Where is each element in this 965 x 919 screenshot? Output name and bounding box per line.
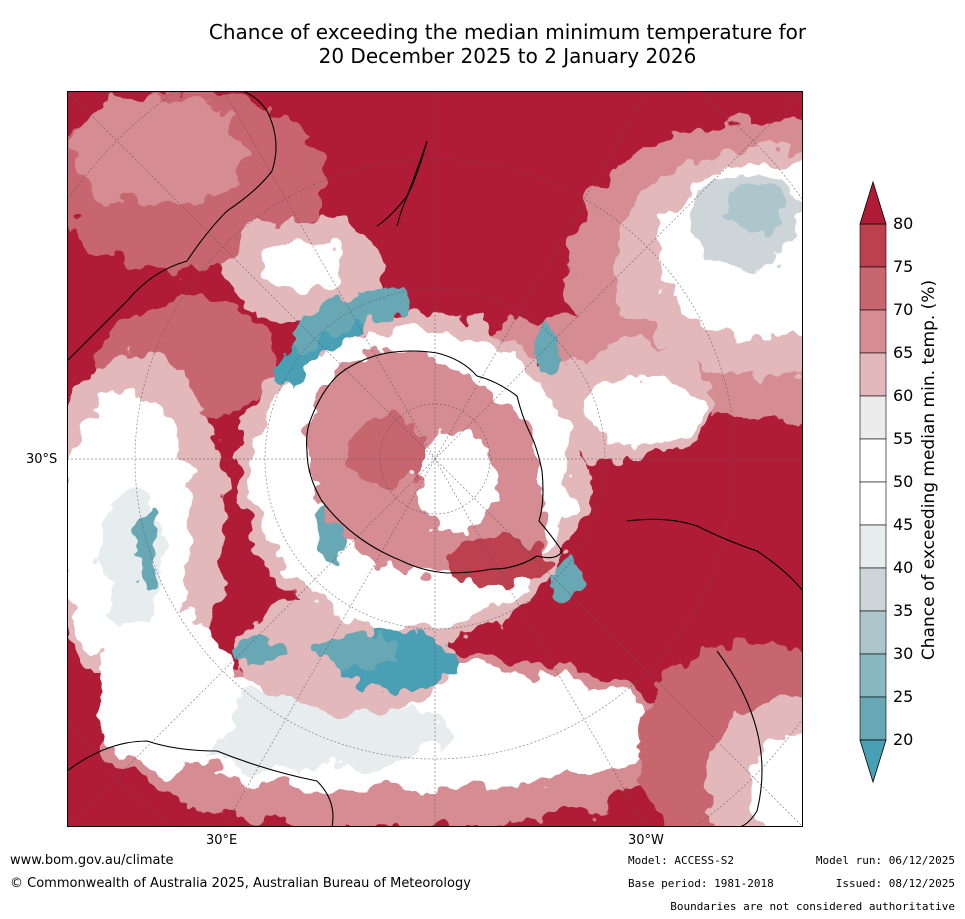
antarctica-coast [306, 350, 563, 574]
blue-patch-south-2 [317, 633, 397, 669]
east-arm-50 [587, 376, 707, 446]
colorbar-cell [859, 438, 887, 483]
nw-field-65 [67, 96, 247, 206]
colorbar-under-arrow [859, 739, 887, 784]
colorbar-tick-label: 70 [893, 300, 914, 319]
colorbar [859, 180, 887, 784]
footer-issued: Issued: 08/12/2025 [835, 877, 955, 890]
map-panel[interactable] [67, 91, 803, 827]
blue-patch-west [135, 511, 159, 591]
map-svg [67, 91, 803, 827]
lat-label-30s: 30°S [26, 452, 58, 467]
new-zealand-coast [376, 140, 428, 227]
colorbar-tick-label: 60 [893, 386, 914, 405]
footer-disclaimer: Boundaries are not considered authoritat… [670, 900, 955, 913]
blue-patch-east [535, 326, 559, 376]
antarctica-70 [347, 416, 427, 486]
map-title: Chance of exceeding the median minimum t… [60, 20, 955, 68]
south-america-coast-1 [626, 518, 803, 592]
meridian-30w [223, 91, 647, 827]
footer-model-run: Model run: 06/12/2025 [815, 854, 955, 867]
colorbar-tick-label: 35 [893, 601, 914, 620]
blue-patch-sw [232, 637, 282, 665]
australia-coast [67, 91, 277, 362]
graticule [67, 91, 803, 827]
colorbar-tick-label: 65 [893, 343, 914, 362]
footer-url[interactable]: www.bom.gov.au/climate [10, 853, 174, 868]
colorbar-tick-label: 50 [893, 472, 914, 491]
lon-label-30w: 30°W [628, 833, 664, 848]
colorbar-tick-label: 55 [893, 429, 914, 448]
footer-base-period: Base period: 1981-2018 [628, 877, 774, 890]
colorbar-cell [859, 696, 887, 741]
footer-copyright: © Commonwealth of Australia 2025, Austra… [10, 876, 471, 891]
south-america-coast-2 [716, 650, 763, 827]
blue-patch-se [551, 559, 583, 603]
colorbar-cell [859, 481, 887, 526]
colorbar-tick-label: 45 [893, 515, 914, 534]
colorbar-cell [859, 309, 887, 354]
footer-model: Model: ACCESS-S2 [628, 854, 734, 867]
colorbar-tick-label: 40 [893, 558, 914, 577]
map-border [67, 91, 803, 827]
lon-label-30e: 30°E [206, 833, 238, 848]
colorbar-cell [859, 395, 887, 440]
colorbar-cells [859, 223, 887, 741]
colorbar-tick-label: 75 [893, 257, 914, 276]
colorbar-tick-label: 20 [893, 730, 914, 749]
low-chance-bands [135, 287, 583, 691]
colorbar-label-text: Chance of exceeding median min. temp. (%… [919, 279, 939, 661]
africa-coast [67, 740, 334, 827]
colorbar-cell [859, 352, 887, 397]
title-line-2: 20 December 2025 to 2 January 2026 [318, 44, 697, 68]
colorbar-tick-label: 25 [893, 687, 914, 706]
colorbar-tick-label: 30 [893, 644, 914, 663]
title-line-1: Chance of exceeding the median minimum t… [208, 20, 807, 44]
colorbar-cell [859, 567, 887, 612]
colorbar-tick-label: 80 [893, 214, 914, 233]
ne-field-30 [727, 189, 787, 233]
colorbar-cell [859, 524, 887, 569]
antarctica-50 [417, 431, 497, 531]
colorbar-over-arrow [859, 180, 887, 225]
nw-field-50 [262, 241, 342, 291]
colorbar-cell [859, 223, 887, 268]
sw-ring-50 [97, 611, 237, 771]
coastlines [67, 91, 803, 827]
colorbar-cell [859, 610, 887, 655]
colorbar-cell [859, 653, 887, 698]
colorbar-cell [859, 266, 887, 311]
ross-warm [447, 536, 547, 586]
